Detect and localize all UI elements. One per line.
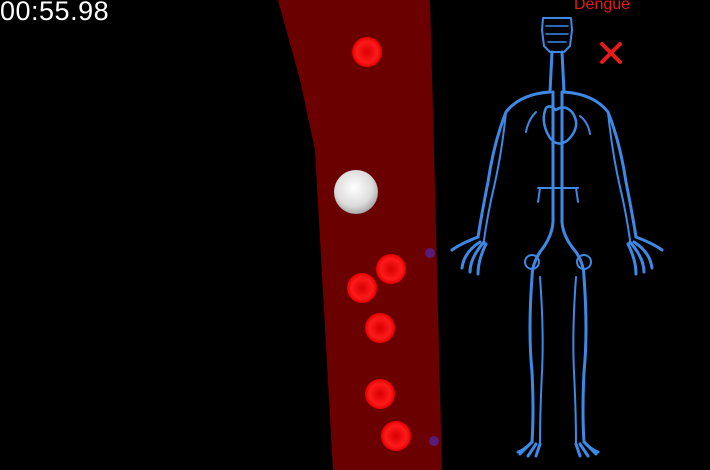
white-blood-cell[interactable]	[334, 170, 378, 214]
circulatory-system-figure	[450, 17, 664, 458]
red-blood-cell[interactable]	[365, 379, 395, 409]
disease-label: Dengue	[574, 0, 631, 13]
close-x-icon[interactable]	[598, 40, 624, 66]
blood-vessel	[278, 0, 442, 470]
red-blood-cell[interactable]	[347, 273, 377, 303]
red-blood-cell[interactable]	[365, 313, 395, 343]
virus-particle[interactable]	[429, 436, 439, 446]
red-blood-cell[interactable]	[352, 37, 382, 67]
red-blood-cell[interactable]	[376, 254, 406, 284]
virus-particle[interactable]	[425, 248, 435, 258]
red-blood-cell[interactable]	[381, 421, 411, 451]
elapsed-timer: 00:55.98	[0, 0, 110, 26]
